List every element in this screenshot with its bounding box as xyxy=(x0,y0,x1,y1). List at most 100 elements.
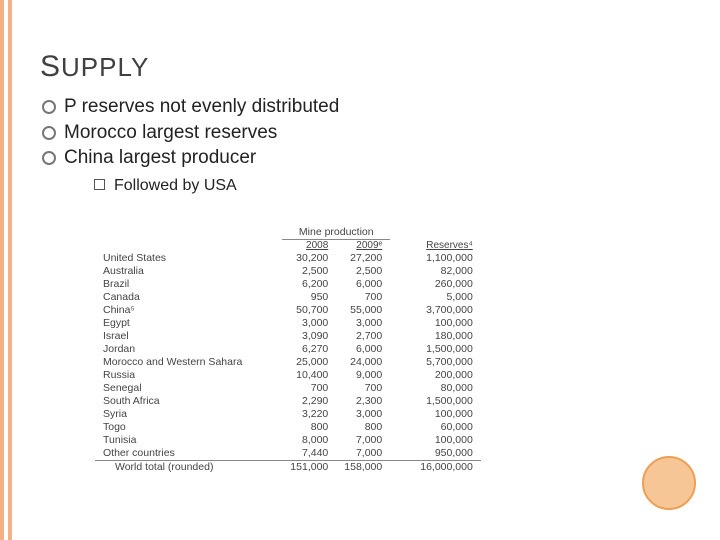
country-cell: China⁵ xyxy=(95,304,282,317)
country-cell: United States xyxy=(95,252,282,265)
reserves-cell: 3,700,000 xyxy=(390,304,481,317)
p2009-cell: 24,000 xyxy=(336,356,390,369)
p2009-cell: 7,000 xyxy=(336,434,390,447)
reserves-cell: 100,000 xyxy=(390,317,481,330)
title-rest: UPPLY xyxy=(61,52,149,82)
table-row: Egypt3,0003,000100,000 xyxy=(95,317,481,330)
left-stripe-gap xyxy=(4,0,8,540)
p2009-cell: 55,000 xyxy=(336,304,390,317)
country-cell: Morocco and Western Sahara xyxy=(95,356,282,369)
sub-bullet-list: Followed by USA xyxy=(94,175,700,197)
table-total-row: World total (rounded) 151,000 158,000 16… xyxy=(95,460,481,474)
country-cell: South Africa xyxy=(95,395,282,408)
table-row: Other countries7,4407,000950,000 xyxy=(95,447,481,461)
p2009-cell: 7,000 xyxy=(336,447,390,461)
table-body: United States30,20027,2001,100,000Austra… xyxy=(95,252,481,461)
country-cell: Syria xyxy=(95,408,282,421)
p2008-cell: 6,270 xyxy=(282,343,336,356)
country-cell: Israel xyxy=(95,330,282,343)
table-row: Canada9507005,000 xyxy=(95,291,481,304)
p2008-cell: 950 xyxy=(282,291,336,304)
country-cell: Jordan xyxy=(95,343,282,356)
bullet-text: China largest producer xyxy=(64,147,256,168)
production-table: Mine production 2008 2009ᵉ Reserves⁴ Uni… xyxy=(95,225,700,474)
country-cell: Canada xyxy=(95,291,282,304)
table-row: Morocco and Western Sahara25,00024,0005,… xyxy=(95,356,481,369)
bullet-list: P reserves not evenly distributed Morocc… xyxy=(42,94,700,197)
total-2009: 158,000 xyxy=(336,460,390,474)
p2008-cell: 30,200 xyxy=(282,252,336,265)
p2009-cell: 6,000 xyxy=(336,278,390,291)
bullet-item: China largest producer Followed by USA xyxy=(42,145,700,197)
total-2008: 151,000 xyxy=(282,460,336,474)
table-row: Russia10,4009,000200,000 xyxy=(95,369,481,382)
p2008-cell: 7,440 xyxy=(282,447,336,461)
p2008-cell: 6,200 xyxy=(282,278,336,291)
total-label: World total (rounded) xyxy=(95,460,282,474)
country-cell: Australia xyxy=(95,265,282,278)
reserves-cell: 200,000 xyxy=(390,369,481,382)
country-cell: Egypt xyxy=(95,317,282,330)
country-cell: Senegal xyxy=(95,382,282,395)
country-cell: Tunisia xyxy=(95,434,282,447)
table-row: South Africa2,2902,3001,500,000 xyxy=(95,395,481,408)
table-row: Israel3,0902,700180,000 xyxy=(95,330,481,343)
p2009-cell: 700 xyxy=(336,382,390,395)
slide-content: SUPPLY P reserves not evenly distributed… xyxy=(40,0,700,474)
p2009-cell: 2,700 xyxy=(336,330,390,343)
table-row: Tunisia8,0007,000100,000 xyxy=(95,434,481,447)
reserves-cell: 100,000 xyxy=(390,408,481,421)
reserves-cell: 260,000 xyxy=(390,278,481,291)
p2008-cell: 800 xyxy=(282,421,336,434)
p2008-cell: 3,000 xyxy=(282,317,336,330)
bullet-item: P reserves not evenly distributed xyxy=(42,94,700,120)
table-row: Brazil6,2006,000260,000 xyxy=(95,278,481,291)
table: Mine production 2008 2009ᵉ Reserves⁴ Uni… xyxy=(95,225,481,474)
reserves-cell: 180,000 xyxy=(390,330,481,343)
table-row: Togo80080060,000 xyxy=(95,421,481,434)
reserves-cell: 1,100,000 xyxy=(390,252,481,265)
reserves-cell: 1,500,000 xyxy=(390,395,481,408)
country-cell: Togo xyxy=(95,421,282,434)
p2009-cell: 800 xyxy=(336,421,390,434)
reserves-cell: 80,000 xyxy=(390,382,481,395)
p2008-cell: 2,500 xyxy=(282,265,336,278)
p2009-cell: 3,000 xyxy=(336,317,390,330)
p2008-cell: 50,700 xyxy=(282,304,336,317)
total-reserves: 16,000,000 xyxy=(390,460,481,474)
p2009-cell: 700 xyxy=(336,291,390,304)
p2008-cell: 700 xyxy=(282,382,336,395)
p2008-cell: 10,400 xyxy=(282,369,336,382)
p2008-cell: 3,090 xyxy=(282,330,336,343)
reserves-cell: 1,500,000 xyxy=(390,343,481,356)
p2008-cell: 2,290 xyxy=(282,395,336,408)
table-row: Australia2,5002,50082,000 xyxy=(95,265,481,278)
reserves-cell: 60,000 xyxy=(390,421,481,434)
country-cell: Other countries xyxy=(95,447,282,461)
sub-bullet-item: Followed by USA xyxy=(94,175,700,197)
table-row: Jordan6,2706,0001,500,000 xyxy=(95,343,481,356)
table-row: Senegal70070080,000 xyxy=(95,382,481,395)
country-cell: Russia xyxy=(95,369,282,382)
p2009-cell: 2,500 xyxy=(336,265,390,278)
table-row: United States30,20027,2001,100,000 xyxy=(95,252,481,265)
p2009-cell: 6,000 xyxy=(336,343,390,356)
table-row: China⁵50,70055,0003,700,000 xyxy=(95,304,481,317)
title-first-letter: S xyxy=(40,50,61,83)
p2009-cell: 2,300 xyxy=(336,395,390,408)
slide-title: SUPPLY xyxy=(40,50,700,84)
reserves-cell: 950,000 xyxy=(390,447,481,461)
p2009-cell: 3,000 xyxy=(336,408,390,421)
reserves-cell: 100,000 xyxy=(390,434,481,447)
col-reserves: Reserves⁴ xyxy=(390,239,481,252)
table-header-row: 2008 2009ᵉ Reserves⁴ xyxy=(95,239,481,252)
accent-circle-icon xyxy=(642,456,696,510)
country-cell: Brazil xyxy=(95,278,282,291)
reserves-cell: 5,700,000 xyxy=(390,356,481,369)
p2008-cell: 8,000 xyxy=(282,434,336,447)
table-row: Syria3,2203,000100,000 xyxy=(95,408,481,421)
p2008-cell: 25,000 xyxy=(282,356,336,369)
table-superheader-row: Mine production xyxy=(95,225,481,239)
reserves-cell: 5,000 xyxy=(390,291,481,304)
col-2008: 2008 xyxy=(282,239,336,252)
